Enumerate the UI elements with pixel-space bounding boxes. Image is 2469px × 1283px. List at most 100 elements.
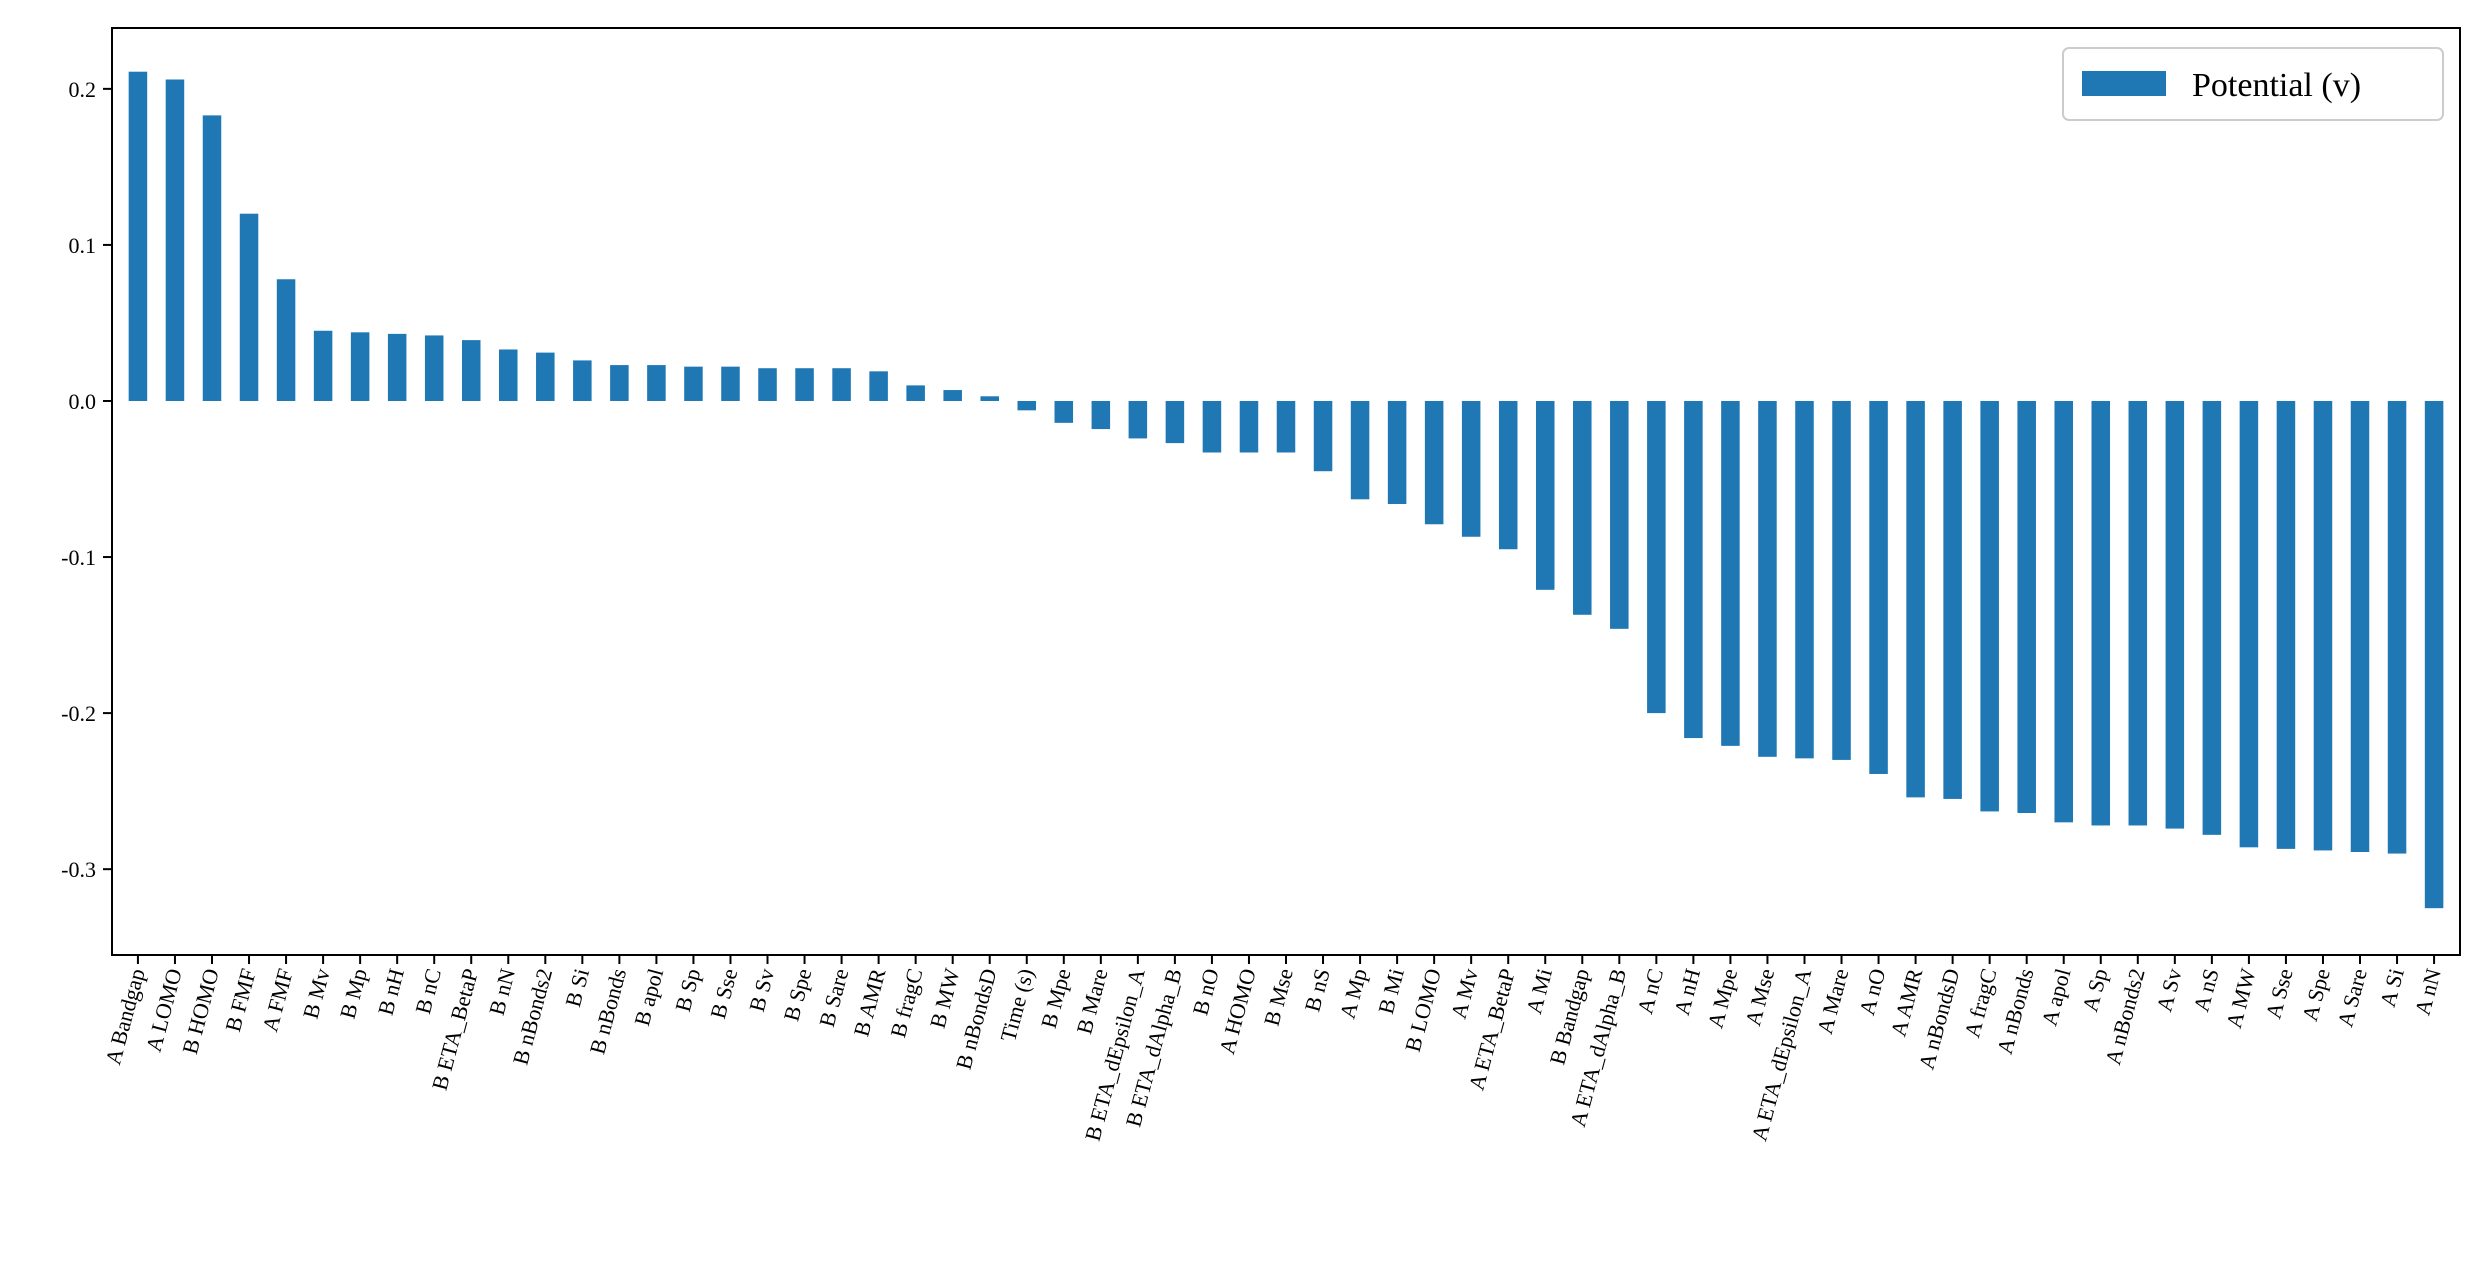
bar-6: [350, 332, 370, 401]
bar-40: [1610, 400, 1629, 629]
bar-43: [1721, 400, 1740, 746]
y-tick-label-3: -0.1: [61, 545, 96, 570]
bar-5: [313, 330, 333, 401]
x-tick-label-61: A Si: [2375, 966, 2409, 1010]
x-tick-label-3: B FMF: [220, 966, 261, 1035]
bar-21: [906, 385, 925, 401]
bar-56: [2202, 400, 2222, 835]
bar-20: [869, 371, 888, 401]
bar-50: [1980, 400, 1999, 812]
bar-30: [1239, 400, 1259, 453]
bar-62: [2424, 400, 2444, 909]
bar-44: [1758, 400, 1777, 757]
bar-60: [2350, 400, 2370, 852]
bar-49: [1943, 400, 1962, 799]
x-tick-label-59: A Spe: [2297, 966, 2335, 1024]
x-tick-label-41: A nC: [1632, 966, 1668, 1017]
x-tick-label-4: A FMF: [257, 966, 298, 1035]
bar-57: [2239, 400, 2259, 848]
x-tick-label-12: B Si: [560, 966, 594, 1010]
bar-9: [461, 340, 481, 401]
bar-53: [2091, 400, 2111, 826]
legend-label: Potential (v): [2192, 67, 2361, 104]
legend: Potential (v): [2062, 47, 2444, 121]
bar-2: [202, 115, 222, 401]
bar-47: [1869, 400, 1888, 774]
x-tick-label-17: B Sv: [744, 966, 779, 1014]
x-tick-label-26: B Mare: [1071, 966, 1112, 1037]
bar-28: [1165, 400, 1185, 444]
bar-16: [721, 366, 740, 401]
plot-frame: [111, 27, 2461, 956]
x-tick-label-57: A MW: [2221, 966, 2261, 1031]
x-tick-label-14: B apol: [629, 966, 668, 1029]
bar-31: [1276, 400, 1296, 453]
bar-22: [943, 390, 962, 401]
bar-0: [128, 71, 148, 401]
bar-7: [387, 333, 407, 401]
bar-18: [795, 368, 814, 401]
bar-42: [1684, 400, 1703, 739]
bar-35: [1424, 400, 1444, 525]
legend-swatch: [2082, 71, 2166, 96]
bar-33: [1350, 400, 1370, 500]
y-tick-label-4: -0.2: [61, 701, 96, 726]
bar-1: [165, 79, 185, 401]
x-tick-label-0: A Bandgap: [100, 966, 150, 1068]
x-tick-label-47: A nO: [1854, 966, 1890, 1018]
bar-51: [2017, 400, 2036, 813]
bar-26: [1091, 400, 1111, 430]
x-tick-label-48: A AMR: [1885, 966, 1927, 1040]
bar-23: [980, 396, 999, 401]
x-tick-label-55: A Sv: [2151, 966, 2186, 1014]
bar-59: [2313, 400, 2333, 851]
x-tick-label-15: B Sp: [670, 966, 705, 1014]
bar-61: [2387, 400, 2407, 854]
y-tick-label-1: 0.1: [69, 233, 97, 258]
x-tick-label-60: A Sare: [2332, 966, 2371, 1030]
bar-36: [1461, 400, 1481, 537]
bar-46: [1832, 400, 1851, 760]
x-tick-label-62: A nN: [2410, 966, 2446, 1018]
x-tick-label-58: A Sse: [2260, 966, 2297, 1021]
x-tick-label-50: A fragC: [1959, 966, 2001, 1040]
x-tick-label-21: B fragC: [885, 966, 927, 1040]
x-tick-label-7: B nH: [373, 966, 409, 1018]
x-tick-label-43: A Mpe: [1702, 966, 1742, 1031]
bar-8: [424, 335, 444, 401]
x-tick-label-10: B nN: [484, 966, 520, 1018]
x-tick-label-52: A apol: [2036, 966, 2075, 1029]
y-tick-label-2: 0.0: [69, 389, 97, 414]
bar-15: [684, 366, 703, 401]
x-tick-label-24: Time (s): [995, 966, 1038, 1044]
x-tick-label-31: B Mse: [1259, 966, 1298, 1029]
bar-11: [536, 352, 555, 401]
x-tick-label-38: A Mi: [1521, 966, 1557, 1017]
bar-17: [758, 368, 777, 401]
y-axis-ticks: 0.2 0.1 0.0 -0.1 -0.2 -0.3: [61, 77, 112, 882]
bar-12: [573, 360, 592, 401]
bars-group: [128, 71, 2444, 909]
x-tick-label-53: A Sp: [2077, 966, 2112, 1014]
bar-52: [2054, 400, 2073, 823]
x-tick-label-22: B MW: [925, 966, 965, 1031]
bar-41: [1647, 400, 1666, 714]
y-tick-label-0: 0.2: [69, 77, 97, 102]
bar-14: [647, 365, 666, 401]
bar-48: [1906, 400, 1925, 798]
bar-27: [1128, 400, 1148, 439]
bar-10: [499, 349, 518, 401]
x-tick-label-19: B Sare: [814, 966, 853, 1030]
bar-38: [1535, 400, 1555, 590]
bar-4: [276, 279, 296, 401]
bar-25: [1054, 400, 1074, 423]
y-tick-label-5: -0.3: [61, 857, 96, 882]
bar-55: [2165, 400, 2185, 829]
x-tick-label-25: B Mpe: [1036, 966, 1076, 1031]
legend-box: [2062, 47, 2444, 121]
bar-29: [1202, 400, 1222, 453]
x-tick-label-16: B Sse: [705, 966, 742, 1021]
x-tick-label-20: B AMR: [848, 966, 890, 1040]
